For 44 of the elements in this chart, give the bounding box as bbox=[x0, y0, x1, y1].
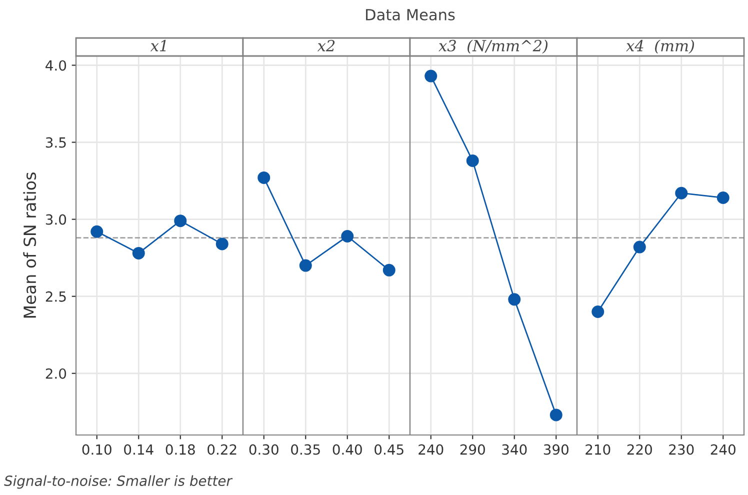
x-tick-label: 290 bbox=[460, 444, 485, 455]
x-tick-label: 390 bbox=[544, 444, 568, 455]
point bbox=[382, 264, 396, 276]
x-tick-label: 340 bbox=[502, 444, 527, 455]
x-tick-label: 0.40 bbox=[332, 444, 362, 455]
text: Signal-to-noise: Smaller is better bbox=[4, 475, 233, 489]
point bbox=[550, 408, 562, 422]
point bbox=[90, 225, 104, 238]
x-tick-label: 0.45 bbox=[374, 444, 404, 455]
point bbox=[341, 230, 354, 243]
point bbox=[132, 246, 145, 260]
point bbox=[633, 240, 646, 254]
x-tick-label: 220 bbox=[627, 444, 652, 455]
y-axis-title: Mean of SN ratios bbox=[23, 172, 36, 318]
y-tick-label: 4.0 bbox=[46, 60, 66, 71]
x-axis-title: x1 bbox=[150, 40, 166, 52]
x-tick-label: 0.35 bbox=[291, 444, 320, 455]
y-tick-label: 3.0 bbox=[46, 214, 66, 225]
x-tick-label: 0.14 bbox=[124, 444, 154, 455]
point bbox=[592, 306, 604, 318]
x-tick-label: 0.18 bbox=[166, 444, 195, 455]
point bbox=[508, 293, 521, 306]
x-tick-label: 0.30 bbox=[249, 444, 278, 455]
x-tick-label: 230 bbox=[669, 444, 694, 455]
x-tick-label: 0.22 bbox=[208, 444, 236, 455]
point bbox=[258, 171, 270, 184]
point bbox=[424, 70, 438, 82]
x-axis-title: x3 (N/mm^2) bbox=[438, 40, 548, 54]
y-tick-label: 2.0 bbox=[46, 368, 66, 379]
point bbox=[174, 214, 187, 228]
x-tick-label: 210 bbox=[586, 444, 610, 455]
point bbox=[299, 259, 312, 272]
x-axis-title: x4 (mm) bbox=[626, 40, 694, 54]
point bbox=[675, 186, 688, 200]
x-tick-label: 240 bbox=[710, 444, 736, 455]
x-tick-label: 240 bbox=[418, 444, 444, 455]
point bbox=[216, 238, 228, 250]
y-tick-label: 3.5 bbox=[46, 137, 66, 148]
x-axis-title: x2 bbox=[317, 40, 335, 52]
y-tick-label: 2.5 bbox=[46, 291, 66, 302]
x-tick-label: 0.10 bbox=[82, 444, 112, 455]
point bbox=[466, 154, 479, 168]
chart-title: Data Means bbox=[366, 9, 455, 20]
point bbox=[716, 191, 730, 204]
